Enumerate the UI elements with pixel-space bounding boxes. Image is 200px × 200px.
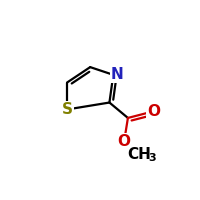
Text: N: N — [111, 67, 124, 82]
Text: CH: CH — [128, 147, 151, 162]
Text: O: O — [117, 134, 130, 149]
Text: S: S — [62, 102, 73, 117]
Text: O: O — [147, 104, 160, 119]
Text: 3: 3 — [148, 153, 156, 163]
